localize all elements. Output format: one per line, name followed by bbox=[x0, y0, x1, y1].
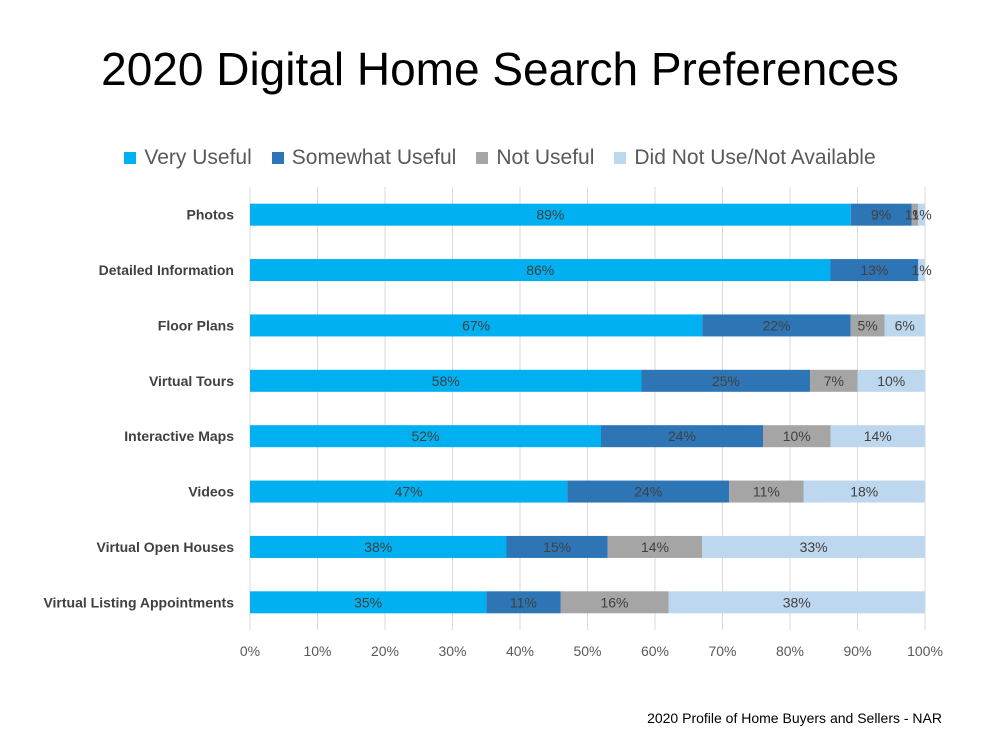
data-label: 47% bbox=[395, 484, 423, 500]
category-label: Videos bbox=[188, 484, 234, 500]
bar-segment bbox=[250, 425, 601, 448]
bar-segment bbox=[250, 314, 703, 337]
chart-legend: Very Useful Somewhat Useful Not Useful Did … bbox=[0, 146, 1000, 170]
bar-segment bbox=[702, 535, 925, 558]
legend-label: Very Useful bbox=[144, 146, 252, 169]
bar-segment bbox=[857, 369, 925, 392]
legend-swatch bbox=[124, 152, 137, 164]
data-label: 14% bbox=[641, 539, 669, 555]
bar-segment bbox=[911, 203, 919, 226]
bar-segment bbox=[830, 425, 925, 448]
x-tick-label: 60% bbox=[641, 643, 669, 659]
data-label: 86% bbox=[526, 262, 554, 278]
bar-segment bbox=[702, 314, 851, 337]
bar-segment bbox=[810, 369, 858, 392]
data-label: 25% bbox=[712, 373, 740, 389]
legend-item: Did Not Use/Not Available bbox=[614, 146, 876, 170]
x-tick-label: 40% bbox=[506, 643, 534, 659]
bar-segment bbox=[250, 369, 642, 392]
bar-segment bbox=[803, 480, 925, 503]
legend-label: Did Not Use/Not Available bbox=[634, 146, 876, 169]
bar-segment bbox=[560, 591, 669, 614]
data-label: 35% bbox=[354, 594, 382, 610]
data-label: 52% bbox=[411, 428, 439, 444]
bar-segment bbox=[250, 203, 851, 226]
data-label: 22% bbox=[762, 317, 790, 333]
x-tick-label: 10% bbox=[303, 643, 331, 659]
bar-segment bbox=[850, 203, 912, 226]
x-tick-label: 70% bbox=[708, 643, 736, 659]
x-tick-label: 30% bbox=[438, 643, 466, 659]
data-label: 9% bbox=[871, 207, 891, 223]
bar-segment bbox=[850, 314, 885, 337]
x-tick-label: 90% bbox=[843, 643, 871, 659]
bar-segment bbox=[250, 480, 568, 503]
category-label: Photos bbox=[187, 207, 235, 223]
data-label: 13% bbox=[860, 262, 888, 278]
chart-title: 2020 Digital Home Search Preferences bbox=[101, 43, 899, 95]
bar-segment bbox=[729, 480, 804, 503]
x-tick-label: 80% bbox=[776, 643, 804, 659]
data-label: 67% bbox=[462, 317, 490, 333]
data-label: 14% bbox=[864, 428, 892, 444]
data-label: 11% bbox=[510, 594, 537, 610]
data-label: 24% bbox=[634, 484, 662, 500]
bar-segment bbox=[763, 425, 831, 448]
x-tick-label: 100% bbox=[907, 643, 943, 659]
x-tick-label: 50% bbox=[573, 643, 601, 659]
category-label: Virtual Tours bbox=[149, 373, 234, 389]
bar-segment bbox=[641, 369, 811, 392]
data-label: 5% bbox=[858, 317, 878, 333]
legend-swatch bbox=[476, 152, 489, 164]
bar-segment bbox=[601, 425, 763, 448]
bar-segment bbox=[830, 259, 919, 282]
bar-segment bbox=[250, 259, 831, 282]
data-label: 38% bbox=[783, 594, 811, 610]
bar-segment bbox=[607, 535, 703, 558]
category-label: Virtual Listing Appointments bbox=[43, 594, 234, 610]
legend-swatch bbox=[271, 152, 284, 164]
bar-segment bbox=[918, 259, 925, 282]
data-label: 15% bbox=[543, 539, 571, 555]
data-label: 10% bbox=[877, 373, 905, 389]
bar-segment bbox=[506, 535, 608, 558]
data-label: 24% bbox=[668, 428, 696, 444]
bar-segment bbox=[884, 314, 925, 337]
bar-segment bbox=[250, 535, 507, 558]
data-label: 18% bbox=[850, 484, 878, 500]
legend-label: Somewhat Useful bbox=[291, 146, 457, 169]
legend-label: Not Useful bbox=[496, 146, 595, 169]
legend-item: Not Useful bbox=[476, 146, 594, 170]
data-label: 89% bbox=[536, 207, 564, 223]
data-label: 58% bbox=[432, 373, 460, 389]
data-label: 7% bbox=[824, 373, 844, 389]
data-label: 1% bbox=[912, 207, 932, 223]
legend-swatch bbox=[614, 152, 627, 164]
bar-segment bbox=[918, 203, 925, 226]
bar-segment bbox=[250, 591, 487, 614]
data-label: 6% bbox=[895, 317, 915, 333]
data-label: 33% bbox=[800, 539, 828, 555]
category-label: Detailed Information bbox=[99, 262, 234, 278]
category-label: Floor Plans bbox=[158, 317, 234, 333]
data-label: 10% bbox=[783, 428, 811, 444]
source-note: 2020 Profile of Home Buyers and Sellers … bbox=[647, 710, 942, 726]
x-tick-label: 20% bbox=[371, 643, 399, 659]
data-label: 16% bbox=[600, 594, 628, 610]
bar-segment bbox=[567, 480, 730, 503]
data-label: 38% bbox=[364, 539, 392, 555]
bar-segment bbox=[486, 591, 561, 614]
category-label: Virtual Open Houses bbox=[97, 539, 235, 555]
legend-item: Somewhat Useful bbox=[271, 146, 457, 170]
data-label: 11% bbox=[753, 484, 780, 500]
data-label: 1% bbox=[912, 262, 932, 278]
legend-item: Very Useful bbox=[124, 146, 252, 170]
x-tick-label: 0% bbox=[240, 643, 260, 659]
category-label: Interactive Maps bbox=[124, 428, 234, 444]
bar-segment bbox=[668, 591, 925, 614]
